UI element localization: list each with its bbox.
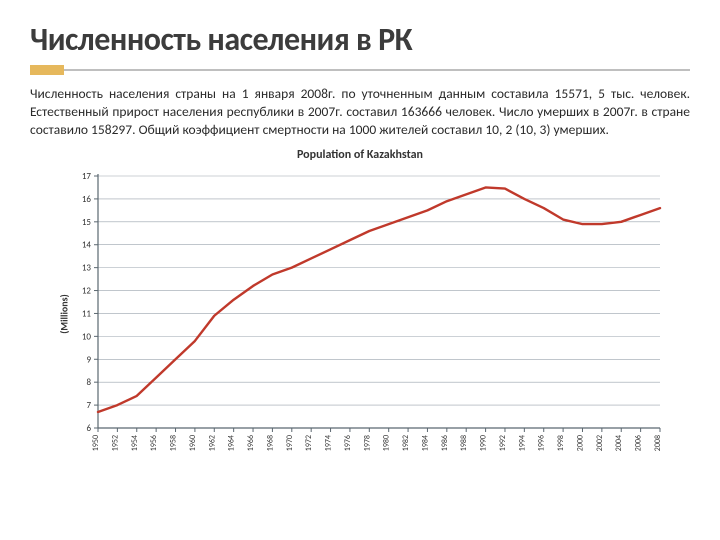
svg-text:1964: 1964 bbox=[227, 435, 237, 451]
svg-text:1982: 1982 bbox=[401, 435, 411, 451]
svg-text:12: 12 bbox=[82, 285, 92, 296]
svg-text:1980: 1980 bbox=[382, 435, 392, 451]
svg-text:15: 15 bbox=[82, 216, 92, 227]
divider-line bbox=[64, 69, 690, 71]
svg-text:2000: 2000 bbox=[575, 435, 585, 451]
svg-text:9: 9 bbox=[86, 354, 91, 365]
svg-text:1956: 1956 bbox=[149, 435, 159, 451]
svg-text:1972: 1972 bbox=[304, 435, 314, 451]
svg-text:10: 10 bbox=[82, 331, 92, 342]
svg-text:1986: 1986 bbox=[440, 435, 450, 451]
svg-text:1994: 1994 bbox=[517, 435, 527, 451]
body-paragraph: Численность населения страны на 1 января… bbox=[30, 85, 690, 140]
page-title: Численность населения в РК bbox=[30, 20, 690, 59]
svg-text:17: 17 bbox=[82, 171, 92, 182]
svg-text:1990: 1990 bbox=[479, 435, 489, 451]
title-rule bbox=[30, 65, 690, 75]
accent-block bbox=[30, 65, 64, 75]
svg-text:1952: 1952 bbox=[110, 435, 120, 451]
chart-title: Population of Kazakhstan bbox=[297, 148, 423, 162]
svg-text:2002: 2002 bbox=[595, 435, 605, 451]
svg-text:13: 13 bbox=[82, 262, 92, 273]
svg-text:1970: 1970 bbox=[285, 435, 295, 451]
svg-text:11: 11 bbox=[82, 308, 92, 319]
chart-box: (Millions) 6 7 8 9 10 11 12 13 14 15 16 17 1950 1952 1… bbox=[50, 164, 670, 464]
svg-text:1958: 1958 bbox=[169, 435, 179, 451]
population-line-chart: 6 7 8 9 10 11 12 13 14 15 16 17 1950 1952 1954 1956 1958… bbox=[50, 164, 670, 464]
svg-text:2008: 2008 bbox=[653, 435, 663, 451]
svg-text:1968: 1968 bbox=[265, 435, 275, 451]
y-axis-label: (Millions) bbox=[57, 294, 70, 334]
svg-text:16: 16 bbox=[82, 194, 92, 205]
svg-text:1966: 1966 bbox=[246, 435, 256, 451]
svg-text:1996: 1996 bbox=[537, 435, 547, 451]
chart-container: Population of Kazakhstan (Millions) 6 7 8 9… bbox=[30, 148, 690, 464]
svg-text:2004: 2004 bbox=[614, 435, 624, 451]
svg-text:1962: 1962 bbox=[207, 435, 217, 451]
svg-text:1978: 1978 bbox=[362, 435, 372, 451]
svg-text:1988: 1988 bbox=[459, 435, 469, 451]
svg-text:1960: 1960 bbox=[188, 435, 198, 451]
svg-text:1954: 1954 bbox=[130, 435, 140, 451]
svg-text:1992: 1992 bbox=[498, 435, 508, 451]
svg-text:1974: 1974 bbox=[324, 435, 334, 451]
svg-text:7: 7 bbox=[86, 400, 91, 411]
svg-text:1950: 1950 bbox=[91, 435, 101, 451]
svg-text:14: 14 bbox=[82, 239, 92, 250]
svg-text:2006: 2006 bbox=[634, 435, 644, 451]
svg-text:1976: 1976 bbox=[343, 435, 353, 451]
svg-text:8: 8 bbox=[86, 377, 91, 388]
svg-text:6: 6 bbox=[86, 423, 91, 434]
svg-text:1998: 1998 bbox=[556, 435, 566, 451]
svg-text:1984: 1984 bbox=[420, 435, 430, 451]
